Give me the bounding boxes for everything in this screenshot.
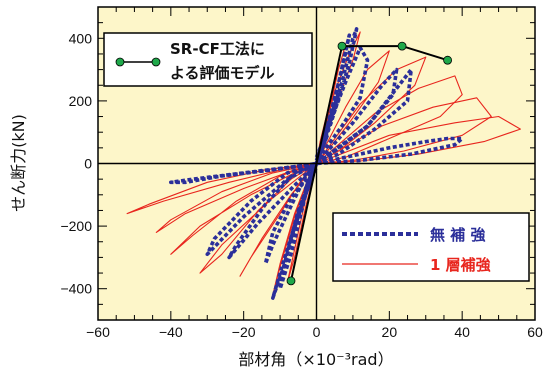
- y-tick-label: 400: [69, 30, 93, 46]
- series-unreinforced-loop-3: [271, 27, 359, 300]
- model-point-2: [337, 41, 347, 51]
- x-tick-label: −40: [159, 324, 183, 340]
- series-unreinforced-loop-7: [263, 45, 370, 266]
- y-tick-label: −200: [60, 218, 92, 234]
- legend-model-label-line1: SR-CF工法に: [170, 40, 265, 58]
- x-tick-label: 60: [527, 324, 543, 340]
- legend-box-series: [332, 212, 530, 282]
- series-evaluation-model: [286, 41, 453, 286]
- model-point-0: [286, 276, 296, 286]
- legend-model-marker-right: [151, 57, 161, 67]
- legend-series: 無 補 強 1 層補強: [332, 212, 530, 282]
- y-tick-label: 0: [84, 156, 92, 172]
- legend-model-label-line2: よる評価モデル: [170, 64, 275, 82]
- y-tick-label: 200: [69, 93, 93, 109]
- legend-box-model: [103, 32, 313, 87]
- x-tick-label: 20: [382, 324, 398, 340]
- plot-frame: [97, 6, 536, 321]
- x-tick-label: 40: [454, 324, 470, 340]
- x-tick-label: −60: [86, 324, 110, 340]
- x-tick-label: −20: [232, 324, 256, 340]
- y-tick-label: −400: [60, 281, 92, 297]
- model-point-4: [443, 55, 453, 65]
- legend-unreinforced-label: 無 補 強: [430, 226, 485, 244]
- model-point-3: [397, 41, 407, 51]
- legend-evaluation-model: SR-CF工法に よる評価モデル: [103, 32, 313, 87]
- legend-reinforced-label: 1 層補強: [430, 256, 491, 274]
- x-tick-label: 0: [313, 324, 321, 340]
- x-axis-title: 部材角（×10⁻³rad）: [238, 350, 393, 369]
- legend-model-marker-left: [115, 57, 125, 67]
- y-axis-title: せん断力(kN): [9, 114, 28, 212]
